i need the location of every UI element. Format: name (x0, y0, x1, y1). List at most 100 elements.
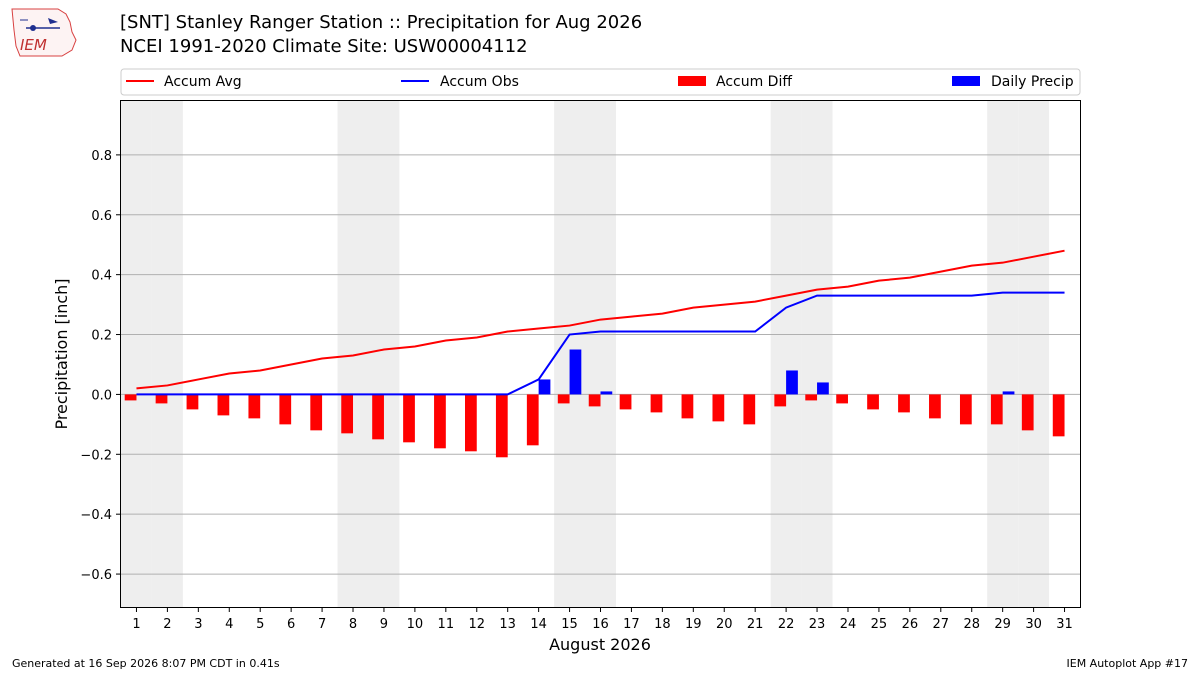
x-tick-label: 10 (407, 617, 424, 632)
x-tick-label: 31 (1056, 617, 1073, 632)
x-tick-label: 27 (933, 617, 950, 632)
x-tick-label: 19 (685, 617, 702, 632)
accum-diff-bar (186, 394, 199, 410)
accum-diff-bar (681, 394, 694, 419)
x-tick-label: 22 (778, 617, 795, 632)
accum-diff-bar (124, 394, 137, 401)
weekend-band (1018, 101, 1050, 607)
x-tick-label: 6 (287, 617, 295, 632)
accum-diff-bar (279, 394, 292, 425)
weekend-band (151, 101, 183, 607)
x-tick-label: 17 (623, 617, 640, 632)
weekend-band (368, 101, 400, 607)
x-axis-label: August 2026 (549, 635, 651, 654)
accum-diff-bar (867, 394, 879, 410)
daily-precip-bar (569, 349, 582, 395)
weekend-band (770, 101, 802, 607)
accum-diff-bar (836, 394, 848, 404)
x-tick-label: 21 (747, 617, 764, 632)
legend-accum-obs-label: Accum Obs (440, 74, 519, 90)
app-label: IEM Autoplot App #17 (1066, 657, 1189, 670)
y-axis-label: Precipitation [inch] (52, 278, 71, 429)
legend-accum-diff-label: Accum Diff (716, 74, 792, 90)
chart-subtitle: NCEI 1991-2020 Climate Site: USW00004112 (120, 36, 528, 57)
x-tick-label: 3 (194, 617, 202, 632)
x-tick-label: 25 (871, 617, 888, 632)
accum-diff-bar (1052, 394, 1065, 437)
y-tick-label: −0.2 (80, 448, 112, 463)
x-tick-label: 1 (132, 617, 140, 632)
chart-title: [SNT] Stanley Ranger Station :: Precipit… (120, 12, 643, 33)
accum-diff-bar (990, 394, 1003, 425)
weekend-shading (121, 101, 1050, 607)
logo-text: IEM (20, 36, 47, 54)
weekend-band (585, 101, 616, 607)
legend: Accum Avg Accum Obs Accum Diff Daily Pre… (120, 68, 1081, 96)
y-tick-label: −0.4 (80, 508, 112, 523)
accum-diff-bar (155, 394, 168, 404)
accum-diff-bar (712, 394, 725, 422)
x-tick-label: 12 (468, 617, 485, 632)
x-tick-label: 26 (902, 617, 919, 632)
daily-precip-bar (538, 379, 551, 395)
accum-diff-bar (341, 394, 354, 434)
legend-daily-precip-swatch (952, 76, 980, 86)
accum-diff-bar (1021, 394, 1034, 431)
y-tick-label: 0.4 (91, 269, 112, 284)
y-tick-label: 0.0 (91, 388, 112, 403)
x-axis: 1 2 3 4 5 6 7 8 9 10 11 12 13 14 15 16 17 18 19 20 21 22 23 24 2… (132, 607, 1073, 632)
bars (124, 349, 1065, 458)
accum-diff-bar (495, 394, 508, 458)
accum-diff-bar (434, 394, 446, 449)
daily-precip-bar (1002, 391, 1015, 395)
accum-avg-line (136, 249, 1065, 390)
accum-diff-bar (898, 394, 910, 413)
accum-diff-bar (217, 394, 230, 416)
weekend-band (987, 101, 1019, 607)
y-tick-label: 0.6 (91, 209, 112, 224)
accum-diff-bar (619, 394, 632, 410)
accum-diff-bar (743, 394, 756, 425)
accum-obs-line (136, 291, 1065, 396)
generated-timestamp: Generated at 16 Sep 2026 8:07 PM CDT in … (12, 657, 280, 670)
x-tick-label: 8 (349, 617, 357, 632)
x-tick-label: 23 (809, 617, 826, 632)
accum-diff-bar (310, 394, 323, 431)
accum-diff-bar (465, 394, 477, 452)
accum-diff-bar (248, 394, 261, 419)
accum-diff-bar (588, 394, 601, 407)
y-tick-label: −0.6 (80, 568, 112, 583)
accum-diff-bar (526, 394, 539, 446)
weekend-band (121, 101, 152, 607)
accum-diff-bar (403, 394, 415, 443)
x-tick-label: 28 (963, 617, 980, 632)
x-tick-label: 7 (318, 617, 326, 632)
x-tick-label: 9 (380, 617, 388, 632)
accum-diff-bar (774, 394, 787, 407)
accum-diff-bar (372, 394, 384, 440)
iem-logo: IEM (11, 8, 77, 57)
accum-diff-bar (929, 394, 941, 419)
x-tick-label: 2 (163, 617, 171, 632)
y-tick-label: 0.2 (91, 329, 112, 344)
x-tick-label: 4 (225, 617, 233, 632)
x-tick-label: 20 (716, 617, 733, 632)
lines (136, 249, 1065, 396)
weekend-band (801, 101, 833, 607)
accum-diff-bar (959, 394, 972, 425)
accum-diff-bar (805, 394, 818, 401)
x-tick-label: 14 (530, 617, 547, 632)
x-tick-label: 18 (654, 617, 671, 632)
x-tick-label: 15 (561, 617, 578, 632)
x-tick-label: 11 (438, 617, 455, 632)
x-tick-label: 30 (1025, 617, 1042, 632)
accum-diff-bar (557, 394, 570, 404)
legend-accum-diff-swatch (678, 76, 706, 86)
legend-daily-precip-label: Daily Precip (991, 74, 1074, 90)
y-tick-label: 0.8 (91, 149, 112, 164)
daily-precip-bar (786, 370, 798, 395)
x-tick-label: 24 (840, 617, 857, 632)
x-tick-label: 5 (256, 617, 264, 632)
x-tick-label: 16 (592, 617, 609, 632)
